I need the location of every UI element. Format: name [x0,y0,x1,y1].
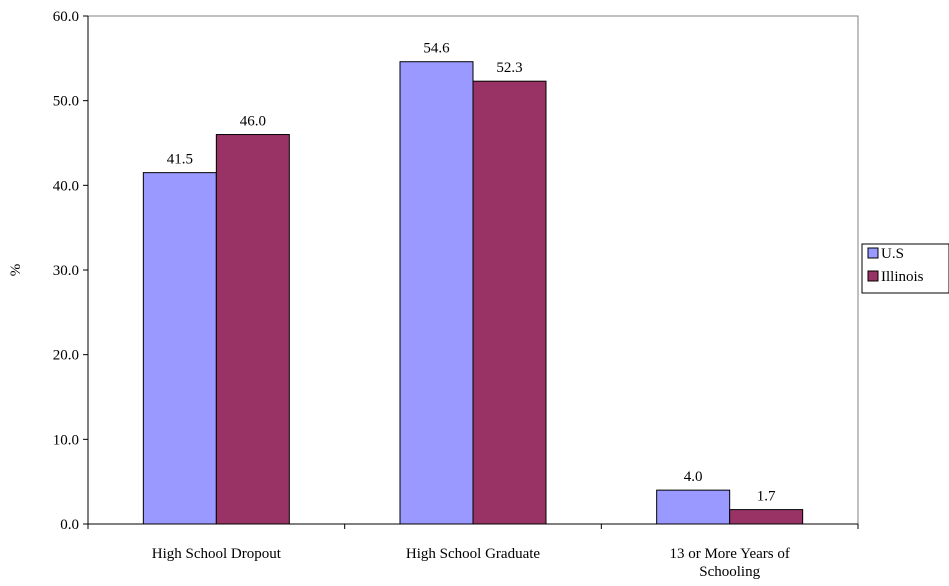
legend-label: Illinois [881,269,924,285]
bar-u-s [399,61,474,525]
y-tick-label: 20.0 [53,348,79,364]
data-label: 54.6 [423,41,450,57]
bar-illinois [215,134,290,525]
bar-illinois [729,509,804,525]
x-category-label: Schooling [699,564,760,580]
bar-illinois [472,80,547,525]
bar-u-s [656,489,731,525]
y-axis-title: % [8,264,24,277]
y-tick-label: 0.0 [60,517,79,533]
legend: U.S Illinois [861,243,949,294]
data-label: 41.5 [167,152,193,168]
y-tick-label: 60.0 [53,9,79,25]
x-axis: High School Dropout High School Graduate 1… [87,523,859,580]
data-label: 1.7 [757,489,776,505]
legend-swatch [867,270,879,282]
y-axis: 0.0 10.0 20.0 30.0 40.0 50.0 60.0 [53,9,89,533]
data-label: 52.3 [496,60,522,76]
x-category-label: 13 or More Years of [669,546,789,562]
data-label: 46.0 [240,114,266,130]
y-tick-label: 40.0 [53,178,79,194]
y-tick-label: 50.0 [53,94,79,110]
legend-label: U.S [881,246,904,262]
legend-swatch [867,247,879,259]
data-label: 4.0 [684,469,703,485]
y-tick-label: 10.0 [53,432,79,448]
x-category-label: High School Dropout [152,546,282,562]
y-tick-label: 30.0 [53,263,79,279]
bar-u-s [142,172,217,525]
x-category-label: High School Graduate [406,546,540,562]
bars-group: 41.5 46.0 54.6 52.3 4.0 1.7 [142,41,804,525]
